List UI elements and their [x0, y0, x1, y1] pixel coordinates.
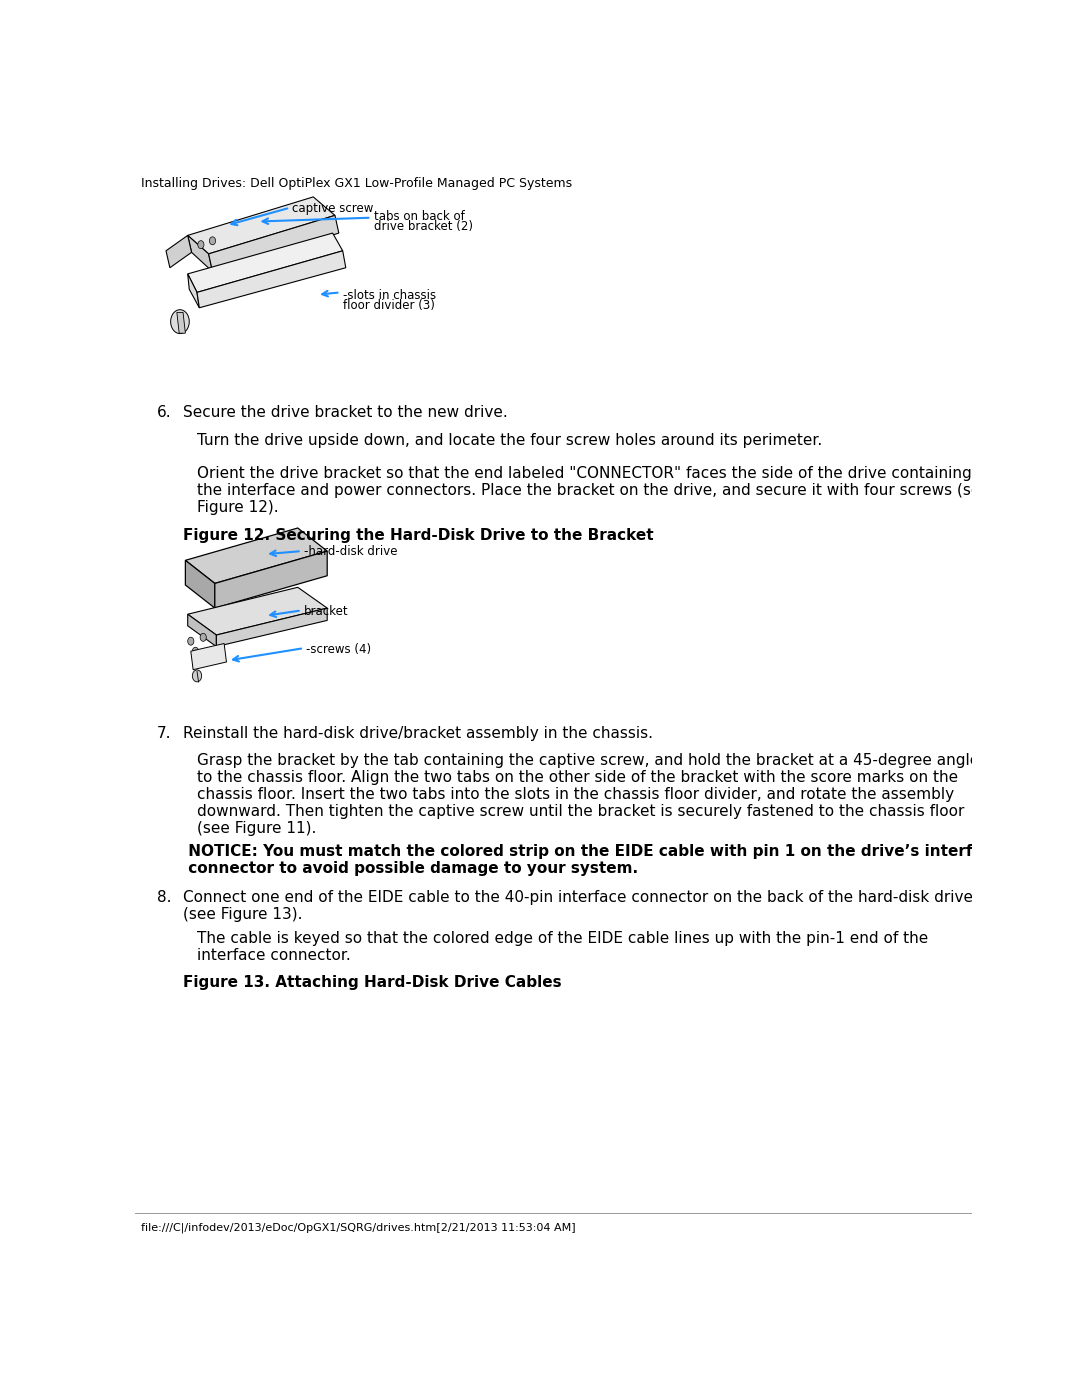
Text: (see Figure 11).: (see Figure 11). — [197, 820, 316, 835]
Circle shape — [192, 671, 202, 682]
Polygon shape — [197, 251, 346, 307]
Text: connector to avoid possible damage to your system.: connector to avoid possible damage to yo… — [183, 861, 638, 876]
Text: 6.: 6. — [157, 405, 172, 420]
Polygon shape — [188, 233, 342, 292]
Text: Installing Drives: Dell OptiPlex GX1 Low-Profile Managed PC Systems: Installing Drives: Dell OptiPlex GX1 Low… — [141, 177, 572, 190]
Text: -hard-disk drive: -hard-disk drive — [303, 545, 397, 557]
Polygon shape — [186, 560, 215, 608]
Circle shape — [198, 240, 204, 249]
Polygon shape — [188, 587, 327, 636]
Text: Grasp the bracket by the tab containing the captive screw, and hold the bracket : Grasp the bracket by the tab containing … — [197, 753, 980, 768]
Text: -screws (4): -screws (4) — [306, 643, 370, 655]
Text: downward. Then tighten the captive screw until the bracket is securely fastened : downward. Then tighten the captive screw… — [197, 803, 964, 819]
Circle shape — [171, 310, 189, 334]
Polygon shape — [177, 313, 186, 334]
Polygon shape — [191, 644, 227, 669]
Polygon shape — [166, 236, 191, 268]
Text: Figure 12).: Figure 12). — [197, 500, 279, 515]
Text: drive bracket (2): drive bracket (2) — [374, 219, 473, 233]
Text: Turn the drive upside down, and locate the four screw holes around its perimeter: Turn the drive upside down, and locate t… — [197, 433, 822, 448]
Text: bracket: bracket — [303, 605, 349, 617]
Text: the interface and power connectors. Place the bracket on the drive, and secure i: the interface and power connectors. Plac… — [197, 483, 990, 499]
Text: Figure 13. Attaching Hard-Disk Drive Cables: Figure 13. Attaching Hard-Disk Drive Cab… — [183, 975, 562, 989]
Text: Connect one end of the EIDE cable to the 40-pin interface connector on the back : Connect one end of the EIDE cable to the… — [183, 890, 973, 905]
Text: The cable is keyed so that the colored edge of the EIDE cable lines up with the : The cable is keyed so that the colored e… — [197, 932, 928, 947]
Circle shape — [210, 237, 216, 244]
Text: NOTICE: You must match the colored strip on the EIDE cable with pin 1 on the dri: NOTICE: You must match the colored strip… — [183, 844, 1002, 859]
Text: Secure the drive bracket to the new drive.: Secure the drive bracket to the new driv… — [183, 405, 508, 420]
Text: file:///C|/infodev/2013/eDoc/OpGX1/SQRG/drives.htm[2/21/2013 11:53:04 AM]: file:///C|/infodev/2013/eDoc/OpGX1/SQRG/… — [141, 1222, 576, 1234]
Text: -slots in chassis: -slots in chassis — [342, 289, 436, 302]
Polygon shape — [216, 608, 327, 647]
Text: tabs on back of: tabs on back of — [374, 210, 464, 224]
Text: 7.: 7. — [157, 726, 172, 740]
Text: (see Figure 13).: (see Figure 13). — [183, 907, 302, 922]
Text: Figure 12. Securing the Hard-Disk Drive to the Bracket: Figure 12. Securing the Hard-Disk Drive … — [183, 528, 653, 543]
Text: to the chassis floor. Align the two tabs on the other side of the bracket with t: to the chassis floor. Align the two tabs… — [197, 770, 958, 785]
Polygon shape — [208, 215, 339, 271]
Text: chassis floor. Insert the two tabs into the slots in the chassis floor divider, : chassis floor. Insert the two tabs into … — [197, 787, 954, 802]
Circle shape — [192, 647, 199, 655]
Polygon shape — [188, 197, 335, 254]
Polygon shape — [215, 550, 327, 608]
FancyBboxPatch shape — [177, 840, 879, 873]
Text: interface connector.: interface connector. — [197, 949, 351, 964]
Polygon shape — [188, 274, 200, 307]
Circle shape — [200, 633, 206, 641]
Text: captive screw: captive screw — [292, 203, 373, 215]
Text: floor divider (3): floor divider (3) — [342, 299, 434, 312]
Text: Orient the drive bracket so that the end labeled "CONNECTOR" faces the side of t: Orient the drive bracket so that the end… — [197, 467, 972, 482]
Text: Reinstall the hard-disk drive/bracket assembly in the chassis.: Reinstall the hard-disk drive/bracket as… — [183, 726, 653, 740]
Polygon shape — [186, 528, 327, 584]
Polygon shape — [188, 236, 213, 271]
Polygon shape — [188, 615, 216, 647]
Text: 8.: 8. — [157, 890, 172, 905]
Circle shape — [188, 637, 194, 645]
